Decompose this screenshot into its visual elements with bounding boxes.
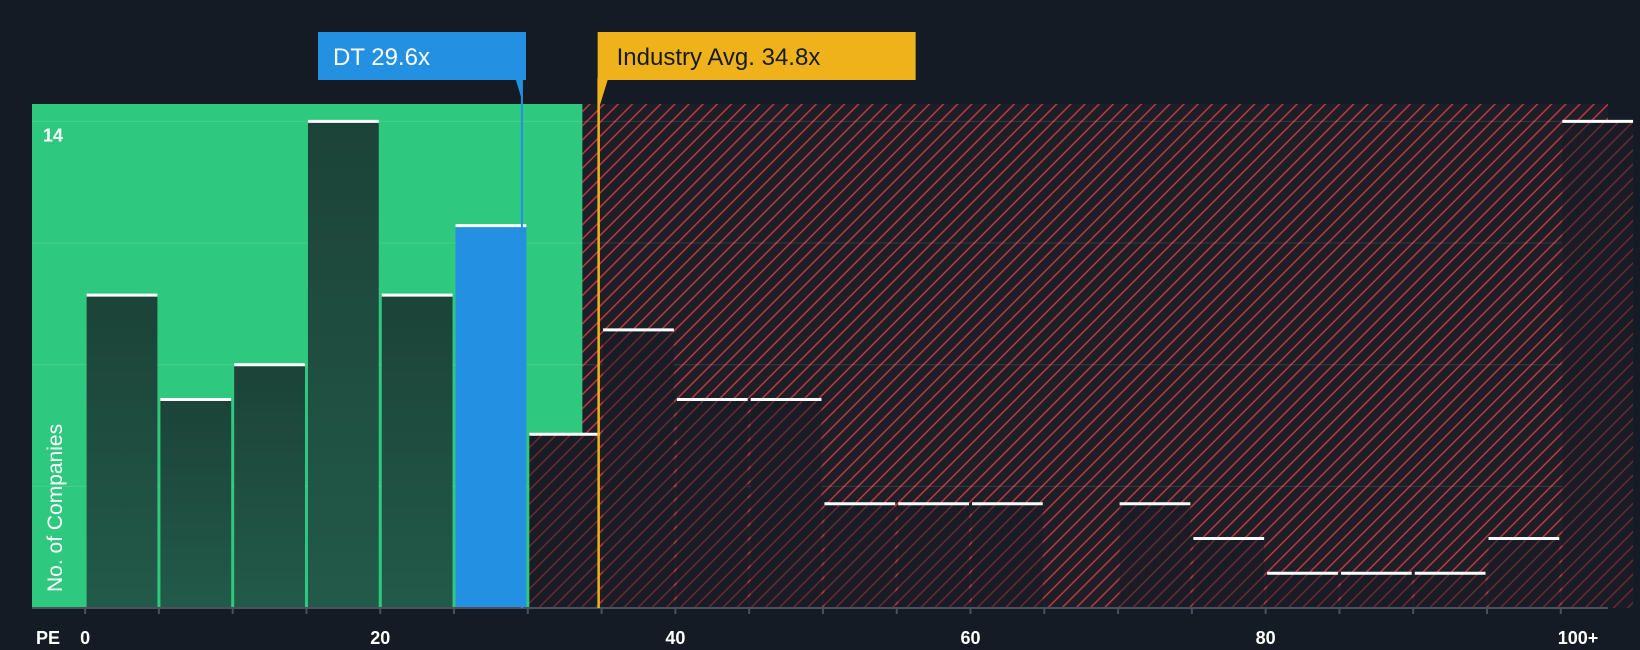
histogram-bar	[455, 225, 527, 609]
histogram-bar	[676, 399, 748, 608]
x-tick-label: 20	[370, 628, 390, 648]
histogram-bar	[86, 295, 158, 608]
histogram-bar	[1193, 538, 1265, 608]
histogram-bar	[234, 364, 305, 608]
y-tick-label: 14	[43, 125, 63, 145]
histogram-bar	[1119, 503, 1191, 608]
histogram-bar	[307, 121, 379, 609]
histogram-bar	[1562, 121, 1634, 609]
x-tick-label: 60	[961, 628, 981, 648]
histogram-bar	[972, 503, 1043, 608]
company-callout	[318, 32, 526, 100]
industry-callout	[597, 32, 916, 106]
histogram-bar	[1414, 573, 1486, 608]
x-axis: 0 20 40 60 80 100+ PE 14 No. of Companies	[32, 125, 1608, 648]
histogram-bar	[160, 399, 232, 608]
y-axis-label: No. of Companies	[44, 424, 67, 592]
x-axis-label: PE	[36, 628, 60, 648]
histogram-bar	[381, 295, 453, 608]
company-callout-label: DT 29.6x	[333, 44, 430, 71]
histogram-bars	[86, 119, 1634, 609]
histogram-bar	[1340, 573, 1412, 608]
histogram-bar	[1267, 573, 1338, 608]
histogram-bar	[750, 399, 822, 608]
industry-callout-label: Industry Avg. 34.8x	[617, 44, 821, 71]
x-tick-label: 100+	[1558, 628, 1599, 648]
x-tick-label: 80	[1256, 628, 1276, 648]
histogram-bar	[824, 503, 896, 608]
x-tick-label: 40	[665, 628, 685, 648]
histogram-bar	[603, 329, 674, 608]
x-tick-label: 0	[80, 628, 90, 648]
overlays: DT 29.6x Industry Avg. 34.8x	[318, 32, 916, 608]
histogram-bar	[898, 503, 970, 608]
histogram-bar	[1488, 538, 1560, 608]
histogram-bar	[529, 434, 601, 608]
